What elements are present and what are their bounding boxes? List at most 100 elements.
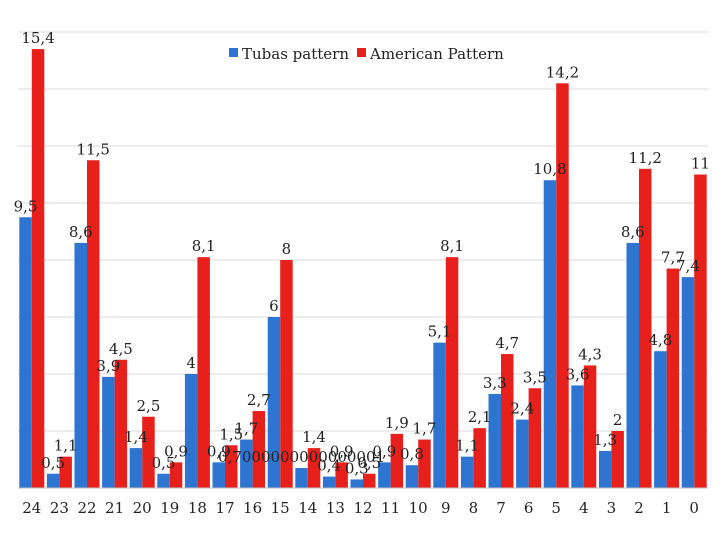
data-label-american: 4,3 <box>578 345 602 363</box>
data-label-american: 11,5 <box>77 140 110 158</box>
bar-tubas-7 <box>488 393 501 488</box>
bar-american-14 <box>307 448 321 488</box>
x-tick-label: 12 <box>353 499 372 517</box>
bar-american-17 <box>225 445 238 488</box>
bar-american-16 <box>252 411 266 488</box>
bar-tubas-17 <box>212 462 225 488</box>
x-tick-label: 5 <box>551 499 561 517</box>
data-label-tubas: 1,4 <box>124 428 148 446</box>
data-label-american: 2,5 <box>137 397 161 415</box>
bar-american-11 <box>390 433 404 488</box>
legend: Tubas pattern American Pattern <box>229 45 504 63</box>
bar-tubas-9 <box>433 342 446 488</box>
bar-tubas-16 <box>240 439 253 488</box>
bar-american-24 <box>31 49 45 488</box>
legend-label-american: American Pattern <box>369 45 504 63</box>
bar-tubas-1 <box>654 351 667 488</box>
data-label-tubas: 1,3 <box>593 431 617 449</box>
bar-tubas-13 <box>322 476 336 488</box>
data-label-tubas: 4 <box>186 354 196 372</box>
legend-swatch-tubas <box>229 48 238 57</box>
data-label-american: 3,5 <box>523 368 547 386</box>
data-label-american: 1,9 <box>385 414 409 432</box>
x-tick-label: 7 <box>496 499 506 517</box>
x-tick-label: 17 <box>215 499 234 517</box>
bar-tubas-12 <box>350 479 363 488</box>
x-tick-label: 8 <box>469 499 479 517</box>
x-tick-label: 13 <box>326 499 345 517</box>
data-label-tubas: 8,6 <box>69 223 93 241</box>
x-tick-label: 19 <box>160 499 179 517</box>
x-tick-label: 0 <box>689 499 699 517</box>
bar-american-9 <box>445 257 459 488</box>
data-label-tubas: 3,3 <box>483 374 507 392</box>
data-label-american: 8,1 <box>440 237 464 255</box>
data-label-american: 0,9 <box>164 442 188 460</box>
x-tick-labels: 24 23 22 21 20 19 18 17 16 15 14 13 12 11 10 9 8 7 6 5 4 3 2 1 0 <box>22 499 699 517</box>
data-label-tubas: 0,7000000000000001 <box>218 448 385 466</box>
bar-tubas-0 <box>681 277 695 488</box>
x-tick-label: 14 <box>298 499 317 517</box>
data-label-american: 1,5 <box>219 425 243 443</box>
x-tick-label: 15 <box>271 499 290 517</box>
bar-american-20 <box>142 416 155 488</box>
bar-tubas-14 <box>295 468 308 488</box>
bars <box>19 49 707 489</box>
data-label-tubas: 3,6 <box>566 365 590 383</box>
bar-american-4 <box>583 365 597 488</box>
data-label-tubas: 2,4 <box>510 400 534 418</box>
data-label-american: 11 <box>691 155 710 173</box>
data-label-american: 1,4 <box>302 428 326 446</box>
data-label-american: 2 <box>613 411 623 429</box>
bar-tubas-3 <box>598 450 612 488</box>
bar-american-1 <box>666 268 680 488</box>
x-tick-label: 9 <box>441 499 451 517</box>
bar-tubas-19 <box>157 473 170 488</box>
x-tick-label: 11 <box>381 499 400 517</box>
data-label-tubas: 0,9 <box>372 442 396 460</box>
data-label-tubas: 9,5 <box>14 197 38 215</box>
bar-american-0 <box>694 174 707 488</box>
data-label-tubas: 0,3 <box>345 459 369 477</box>
data-label-tubas: 0,5 <box>41 454 65 472</box>
bar-tubas-4 <box>571 385 584 488</box>
bar-american-8 <box>473 428 486 488</box>
data-label-american: 8,1 <box>192 237 216 255</box>
x-tick-label: 3 <box>607 499 617 517</box>
bar-american-12 <box>363 473 376 488</box>
legend-label-tubas: Tubas pattern <box>242 45 349 63</box>
bar-american-22 <box>87 160 100 488</box>
bar-tubas-18 <box>184 374 198 488</box>
bar-tubas-11 <box>378 462 391 488</box>
bar-tubas-21 <box>102 376 115 488</box>
data-label-american: 0,5 <box>357 454 381 472</box>
bar-tubas-10 <box>405 465 419 488</box>
data-label-american: 0,9 <box>330 442 354 460</box>
data-label-american: 7,7 <box>661 249 685 267</box>
x-tick-label: 16 <box>243 499 262 517</box>
x-tick-label: 4 <box>579 499 589 517</box>
bar-american-23 <box>59 456 72 488</box>
bar-american-10 <box>418 439 431 488</box>
bar-american-19 <box>169 462 183 488</box>
data-label-american: 4,5 <box>109 340 133 358</box>
bar-tubas-20 <box>129 448 143 488</box>
data-label-american: 2,1 <box>468 408 492 426</box>
data-label-american: 15,4 <box>21 29 54 47</box>
data-label-tubas: 0,8 <box>400 445 424 463</box>
bar-american-6 <box>528 388 542 488</box>
data-label-tubas: 6 <box>269 297 279 315</box>
x-tick-label: 20 <box>133 499 152 517</box>
data-label-tubas: 5,1 <box>428 323 452 341</box>
bar-tubas-6 <box>516 419 529 488</box>
x-tick-label: 24 <box>22 499 41 517</box>
data-label-american: 1,7 <box>413 420 437 438</box>
bar-american-7 <box>501 354 514 488</box>
data-label-tubas: 4,8 <box>648 331 672 349</box>
bar-american-15 <box>280 260 293 488</box>
x-tick-label: 10 <box>409 499 428 517</box>
bar-tubas-22 <box>74 242 87 488</box>
data-label-tubas: 8,6 <box>621 223 645 241</box>
